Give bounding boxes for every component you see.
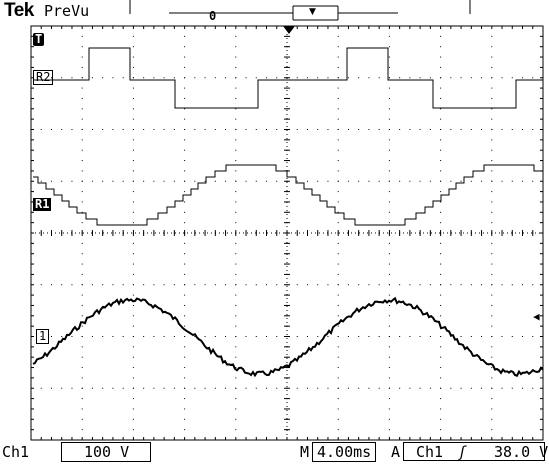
ref1-marker: R1: [33, 197, 52, 211]
trigger-readout-box: [403, 442, 545, 461]
trigger-position-label: 0: [209, 9, 216, 23]
status-bar: Tek PreVu: [0, 0, 549, 26]
ref2-marker: R2: [33, 70, 54, 85]
readout-bar: Ch1 100 V M 4.00ms A Ch1 ʃ 38.0 V: [0, 441, 549, 468]
volts-per-div: 100 V: [61, 442, 151, 462]
ref1-trace: [33, 164, 543, 226]
channel-label: Ch1: [2, 443, 30, 461]
graticule-grid: [30, 25, 543, 440]
trigger-level-arrow-icon: ◀: [533, 310, 540, 323]
trigger-time-marker: [283, 26, 295, 34]
trigger-source: Ch1: [416, 443, 444, 461]
acquisition-mode: PreVu: [44, 2, 90, 20]
time-per-div: 4.00ms: [312, 442, 377, 462]
trigger-slope-icon: ʃ: [458, 443, 468, 461]
trigger-point-symbol: ▼: [309, 7, 316, 17]
ch1-trace: [32, 296, 544, 378]
trigger-mode: A: [391, 443, 401, 461]
ch1-marker: 1: [36, 329, 50, 344]
trigger-level-marker: T: [33, 32, 45, 46]
brand-logo: Tek: [4, 0, 34, 21]
timebase-prefix: M: [300, 443, 310, 461]
record-position-indicator: [129, 0, 471, 21]
ref2-trace: [33, 47, 543, 109]
trigger-level-readout: 38.0 V: [494, 443, 549, 461]
